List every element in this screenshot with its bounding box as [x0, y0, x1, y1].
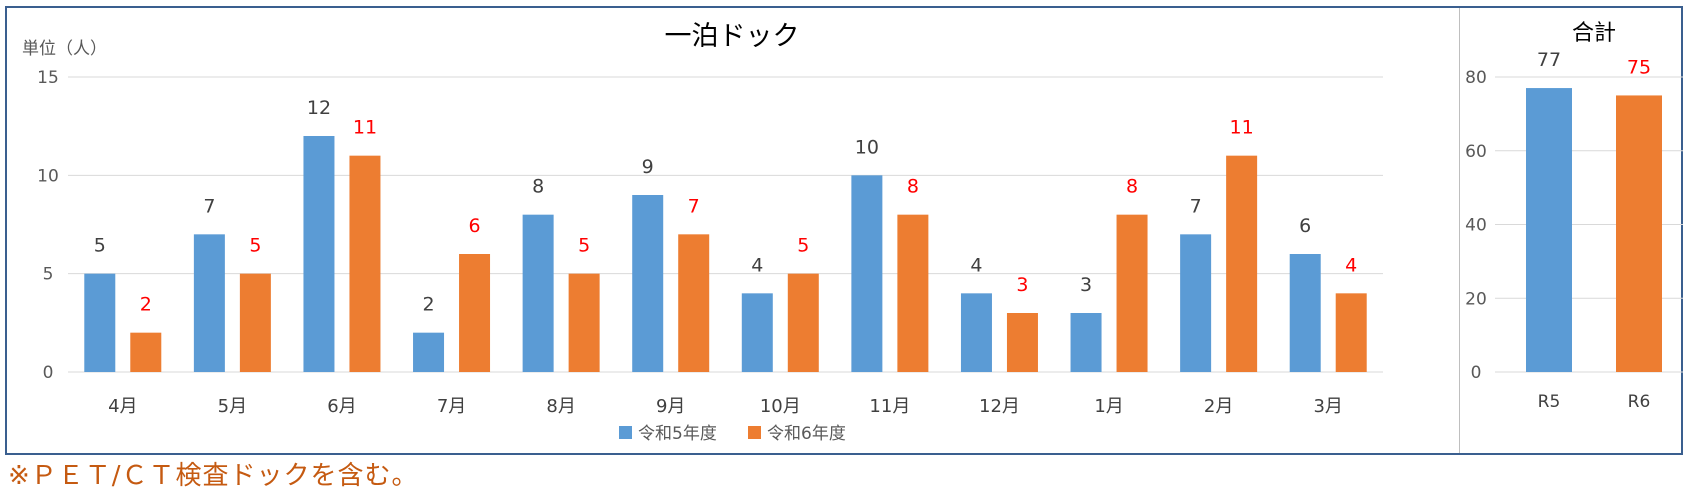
x-tick-label: 4月	[108, 396, 137, 417]
bar-r5	[522, 214, 554, 372]
data-label-r5: 2	[422, 294, 434, 316]
data-label-r5: 7	[203, 195, 215, 217]
y-tick-label: 10	[37, 166, 59, 186]
bar-r5	[1289, 254, 1321, 372]
bar-r5	[632, 195, 664, 372]
y-tick-label: 20	[1465, 289, 1487, 309]
data-label-r6: 3	[1016, 274, 1028, 296]
bar-r6	[1226, 155, 1258, 372]
data-label-r6: 11	[1230, 117, 1254, 139]
bar-r6	[1116, 214, 1148, 372]
y-axis-label: 単位（人）	[22, 39, 107, 59]
bar-r5	[413, 332, 445, 372]
monthly-bar-chart: 一泊ドック 単位（人） 0 5 10 15 5 2 7 5 12 11 2 6 8 5 9 7 4 5 10 8 4 3…	[22, 21, 1383, 444]
legend-label-r5: 令和5年度	[638, 424, 717, 444]
legend-swatch-r5	[619, 426, 632, 439]
chart-title: 一泊ドック	[665, 21, 800, 52]
total-data-label: 75	[1627, 56, 1651, 78]
y-tick-label: 0	[43, 363, 54, 383]
data-label-r6: 4	[1345, 254, 1357, 276]
total-chart-title: 合計	[1572, 21, 1616, 46]
data-label-r5: 4	[970, 254, 982, 276]
total-bar-r6	[1616, 95, 1662, 372]
data-label-r5: 12	[307, 97, 331, 119]
bar-r5	[741, 293, 773, 372]
x-tick-label: 6月	[327, 396, 356, 417]
data-label-r5: 4	[751, 254, 763, 276]
data-label-r6: 11	[353, 117, 377, 139]
legend: 令和5年度 令和6年度	[619, 424, 846, 444]
data-label-r5: 9	[642, 156, 654, 178]
legend-swatch-r6	[748, 426, 761, 439]
bar-r5	[851, 175, 883, 372]
bar-r6	[1006, 313, 1038, 372]
x-tick-label: 11月	[869, 396, 910, 417]
bar-r6	[349, 155, 381, 372]
bar-r5	[303, 136, 335, 372]
y-tick-label: 15	[37, 68, 59, 88]
total-bar-r5	[1526, 88, 1572, 372]
x-tick-label: 12月	[979, 396, 1020, 417]
x-tick-label: 10月	[760, 396, 801, 417]
data-label-r6: 6	[468, 215, 480, 237]
total-bar-chart: 合計 0 20 40 60 80 77 75 R5 R6	[1465, 21, 1683, 412]
bar-r5	[193, 234, 225, 372]
bar-r5	[1180, 234, 1212, 372]
panel-divider	[1459, 8, 1460, 453]
bar-r5	[1070, 313, 1102, 372]
data-label-r6: 8	[907, 176, 919, 198]
data-label-r5: 8	[532, 176, 544, 198]
bar-r6	[239, 273, 271, 372]
data-label-r6: 2	[140, 294, 152, 316]
bar-r6	[130, 332, 162, 372]
y-tick-label: 0	[1471, 363, 1482, 383]
data-label-r6: 5	[797, 235, 809, 257]
x-tick-label: 9月	[656, 396, 685, 417]
y-tick-label: 5	[43, 265, 54, 285]
bar-r5	[960, 293, 992, 372]
data-label-r5: 7	[1190, 195, 1202, 217]
total-data-label: 77	[1537, 49, 1561, 71]
data-label-r5: 10	[855, 136, 879, 158]
chart-frame	[5, 6, 1683, 455]
bar-r6	[787, 273, 819, 372]
x-tick-label: 8月	[546, 396, 575, 417]
y-tick-label: 80	[1465, 68, 1487, 88]
bar-r6	[568, 273, 600, 372]
y-tick-label: 40	[1465, 216, 1487, 236]
bar-r6	[678, 234, 710, 372]
footnote: ※ＰＥＴ/ＣＴ検査ドックを含む。	[8, 461, 419, 491]
x-tick-label: 5月	[218, 396, 247, 417]
total-x-tick-label: R5	[1538, 392, 1561, 412]
x-tick-label: 7月	[437, 396, 466, 417]
data-label-r6: 5	[249, 235, 261, 257]
data-label-r5: 3	[1080, 274, 1092, 296]
x-tick-label: 3月	[1313, 396, 1342, 417]
data-label-r5: 6	[1299, 215, 1311, 237]
data-label-r6: 5	[578, 235, 590, 257]
bar-r6	[459, 254, 491, 372]
bar-r6	[897, 214, 929, 372]
bar-r5	[84, 273, 116, 372]
data-label-r6: 8	[1126, 176, 1138, 198]
x-tick-label: 1月	[1094, 396, 1123, 417]
total-x-tick-label: R6	[1628, 392, 1651, 412]
x-tick-label: 2月	[1204, 396, 1233, 417]
y-tick-label: 60	[1465, 142, 1487, 162]
data-label-r5: 5	[94, 235, 106, 257]
data-label-r6: 7	[688, 195, 700, 217]
bar-r6	[1335, 293, 1367, 372]
legend-label-r6: 令和6年度	[767, 424, 846, 444]
